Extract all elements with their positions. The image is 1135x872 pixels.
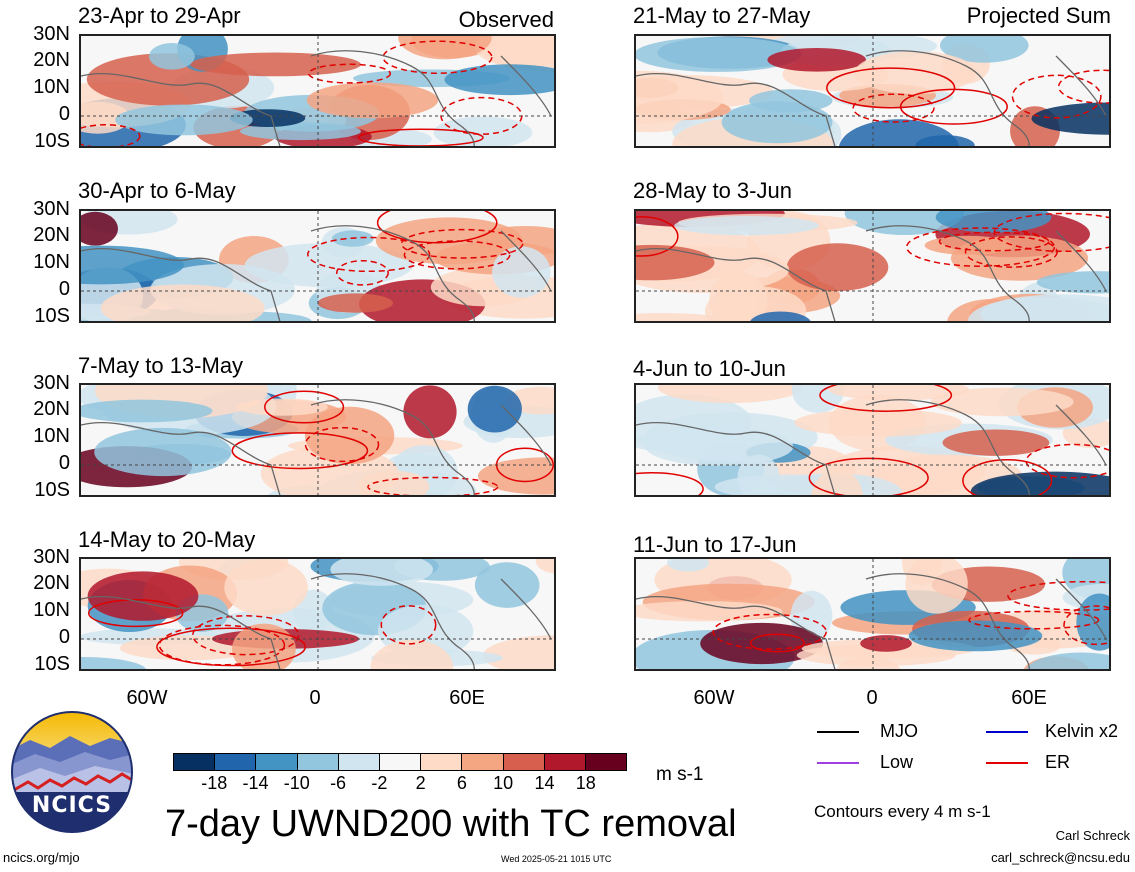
lat-label: 30N xyxy=(33,546,70,568)
panel-title: 7-May to 13-May xyxy=(78,353,244,378)
lat-label: 0 xyxy=(58,626,70,648)
lat-label: 10N xyxy=(33,251,70,273)
wind-anomaly-field xyxy=(636,36,1109,146)
lon-label: 0 xyxy=(866,687,878,709)
colorbar-swatch xyxy=(421,754,463,770)
wind-anomaly-field xyxy=(636,385,1109,495)
panel-title: 21-May to 27-May xyxy=(633,3,811,28)
lon-label: 60W xyxy=(693,687,735,709)
wind-anomaly-field xyxy=(81,36,554,146)
colorbar-units: m s-1 xyxy=(656,764,704,785)
footer-email[interactable]: carl_schreck@ncsu.edu xyxy=(991,850,1130,865)
colorbar-tick-label: -14 xyxy=(242,773,269,793)
colorbar-swatch xyxy=(544,754,586,770)
panel-title: 4-Jun to 10-Jun xyxy=(633,356,786,381)
panel-note: Observed xyxy=(458,7,554,32)
legend-line-er xyxy=(986,762,1028,764)
lat-label: 30N xyxy=(33,23,70,45)
lat-label: 10S xyxy=(34,305,70,327)
legend-line-mjo xyxy=(817,731,859,733)
wind-anomaly-field xyxy=(81,211,554,321)
lat-label: 10S xyxy=(34,479,70,501)
lat-label: 10N xyxy=(33,599,70,621)
colorbar-tick-label: 2 xyxy=(415,773,426,793)
colorbar-swatch xyxy=(379,754,422,770)
legend-label-mjo: MJO xyxy=(880,721,918,741)
colorbar-tick-label: 14 xyxy=(534,773,555,793)
main-title: 7-day UWND200 with TC removal xyxy=(165,803,737,845)
colorbar-swatch xyxy=(585,754,627,770)
footer-timestamp: Wed 2025-05-21 1015 UTC xyxy=(501,854,612,864)
colorbar-tick-label: -2 xyxy=(371,773,388,793)
colorbar-tick-label: -18 xyxy=(201,773,228,793)
wind-anomaly-field xyxy=(636,211,1109,321)
wind-anomaly-field xyxy=(81,385,554,495)
wind-anomaly-field xyxy=(81,559,554,669)
colorbar-tick-label: 6 xyxy=(456,773,467,793)
panel-title: 14-May to 20-May xyxy=(78,527,256,552)
footer-author: Carl Schreck xyxy=(1055,828,1130,843)
lat-label: 30N xyxy=(33,198,70,220)
colorbar-swatch xyxy=(256,754,298,770)
ncics-logo: NCICS xyxy=(10,710,134,834)
legend-label-low: Low xyxy=(880,752,914,772)
logo-text: NCICS xyxy=(31,793,113,818)
panel-note: Projected Sum xyxy=(966,3,1111,28)
contours-note: Contours every 4 m s-1 xyxy=(814,802,991,821)
lat-label: 0 xyxy=(58,278,70,300)
map-panel-observed xyxy=(79,34,556,148)
colorbar xyxy=(173,753,627,771)
lat-label: 20N xyxy=(33,224,70,246)
panel-title: 23-Apr to 29-Apr xyxy=(78,3,241,28)
lat-label: 20N xyxy=(33,49,70,71)
lat-label: 10S xyxy=(34,653,70,675)
lat-label: 20N xyxy=(33,572,70,594)
lat-label: 0 xyxy=(58,103,70,125)
colorbar-swatch xyxy=(215,754,257,770)
lon-label: 0 xyxy=(309,687,321,709)
map-panel-projected xyxy=(634,209,1111,323)
lon-label: 60W xyxy=(126,687,168,709)
colorbar-swatch xyxy=(174,754,216,770)
colorbar-tick-label: 18 xyxy=(575,773,596,793)
colorbar-swatch xyxy=(503,754,545,770)
legend-line-low xyxy=(817,762,859,764)
map-panel-observed xyxy=(79,383,556,497)
logo-graphic xyxy=(11,711,133,833)
legend-label-er: ER xyxy=(1045,752,1071,772)
lat-label: 0 xyxy=(58,452,70,474)
colorbar-tick-label: -6 xyxy=(330,773,347,793)
map-panel-projected xyxy=(634,557,1111,671)
lat-label: 10N xyxy=(33,425,70,447)
legend-line-kelvin xyxy=(986,731,1028,733)
map-panel-projected xyxy=(634,383,1111,497)
colorbar-tick-label: -10 xyxy=(283,773,310,793)
map-panel-projected xyxy=(634,34,1111,148)
lat-label: 10S xyxy=(34,130,70,152)
colorbar-swatch xyxy=(297,754,339,770)
colorbar-swatch xyxy=(338,754,380,770)
colorbar-labels: -18 -14 -10 -6 -2 2 6 10 14 18 xyxy=(0,774,700,794)
lat-label: 30N xyxy=(33,372,70,394)
map-panel-observed xyxy=(79,557,556,671)
colorbar-swatch xyxy=(462,754,504,770)
wind-anomaly-field xyxy=(636,559,1109,669)
legend-label-kelvin: Kelvin x2 xyxy=(1045,721,1119,741)
panel-title: 30-Apr to 6-May xyxy=(78,178,236,203)
panel-title: 28-May to 3-Jun xyxy=(633,178,792,203)
map-panel-observed xyxy=(79,209,556,323)
footer-url[interactable]: ncics.org/mjo xyxy=(3,850,80,865)
panel-title: 11-Jun to 17-Jun xyxy=(633,532,797,557)
lon-label: 60E xyxy=(1011,687,1047,709)
lat-label: 20N xyxy=(33,398,70,420)
lat-label: 10N xyxy=(33,76,70,98)
colorbar-tick-label: 10 xyxy=(493,773,514,793)
lon-label: 60E xyxy=(449,687,485,709)
